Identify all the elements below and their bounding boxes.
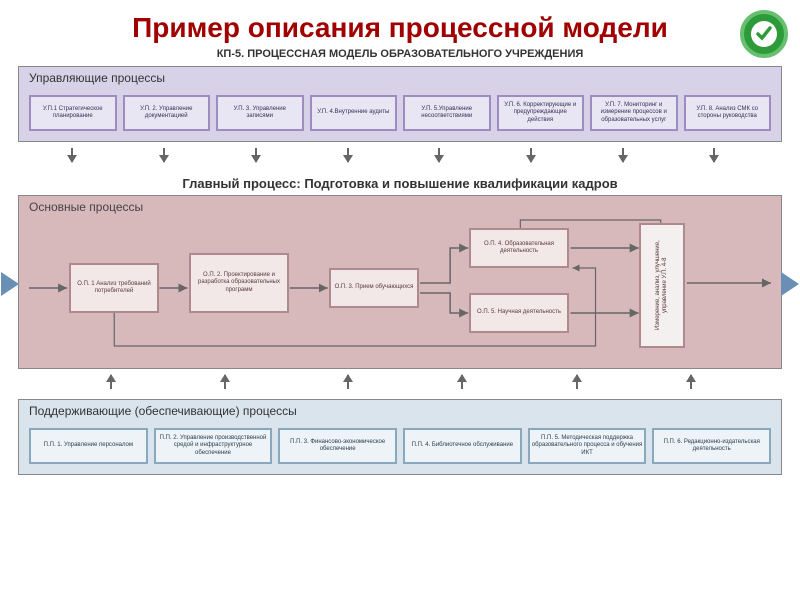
- supporting-header: Поддерживающие (обеспечивающие) процессы: [19, 400, 781, 422]
- supporting-row: П.П. 1. Управление персоналом П.П. 2. Уп…: [19, 422, 781, 474]
- main-section: Основные процессы О.П. 1 Анализ требован…: [18, 195, 782, 369]
- input-arrow-icon: [1, 272, 19, 296]
- gov-box: У.П. 6. Корректирующие и предупреждающие…: [497, 95, 585, 131]
- governing-row: У.П.1 Стратегическое планирование У.П. 2…: [19, 89, 781, 141]
- main-box-right-label: Измерение, анализ, улучшение, управление…: [655, 228, 669, 343]
- gov-box: У.П. 8. Анализ СМК со стороны руководств…: [684, 95, 772, 131]
- main-box-op5: О.П. 5. Научная деятельность: [469, 293, 569, 333]
- arrows-gov-main: [18, 148, 782, 168]
- main-area: О.П. 1 Анализ требований потребителей О.…: [29, 218, 771, 358]
- gov-box: У.П. 7. Мониторинг и измерение процессов…: [590, 95, 678, 131]
- supporting-section: Поддерживающие (обеспечивающие) процессы…: [18, 399, 782, 475]
- main-box-op3: О.П. 3. Прием обучающихся: [329, 268, 419, 308]
- main-header: Основные процессы: [19, 196, 781, 218]
- arrows-supp-main: [18, 375, 782, 399]
- supp-box: П.П. 4. Библиотечное обслуживание: [403, 428, 522, 464]
- supp-box: П.П. 6. Редакционно-издательская деятель…: [652, 428, 771, 464]
- main-box-right: Измерение, анализ, улучшение, управление…: [639, 223, 685, 348]
- quality-badge: [740, 10, 788, 58]
- supp-box: П.П. 1. Управление персоналом: [29, 428, 148, 464]
- diagram-subtitle: КП-5. ПРОЦЕССНАЯ МОДЕЛЬ ОБРАЗОВАТЕЛЬНОГО…: [0, 48, 800, 60]
- gov-box: У.П. 3. Управление записями: [216, 95, 304, 131]
- main-process-title: Главный процесс: Подготовка и повышение …: [0, 176, 800, 191]
- supp-box: П.П. 2. Управление производственной сред…: [154, 428, 273, 464]
- output-arrow-icon: [781, 272, 799, 296]
- main-box-op4: О.П. 4. Образовательная деятельность: [469, 228, 569, 268]
- gov-box: У.П. 2. Управление документацией: [123, 95, 211, 131]
- gov-box: У.П. 5.Управление несоответствиями: [403, 95, 491, 131]
- governing-section: Управляющие процессы У.П.1 Стратегическо…: [18, 66, 782, 142]
- main-box-op1: О.П. 1 Анализ требований потребителей: [69, 263, 159, 313]
- supp-box: П.П. 5. Методическая поддержка образоват…: [528, 428, 647, 464]
- main-box-op2: О.П. 2. Проектирование и разработка обра…: [189, 253, 289, 313]
- supp-box: П.П. 3. Финансово-экономическое обеспече…: [278, 428, 397, 464]
- governing-header: Управляющие процессы: [19, 67, 781, 89]
- page-title: Пример описания процессной модели: [0, 0, 800, 48]
- gov-box: У.П.1 Стратегическое планирование: [29, 95, 117, 131]
- gov-box: У.П. 4.Внутренние аудиты: [310, 95, 398, 131]
